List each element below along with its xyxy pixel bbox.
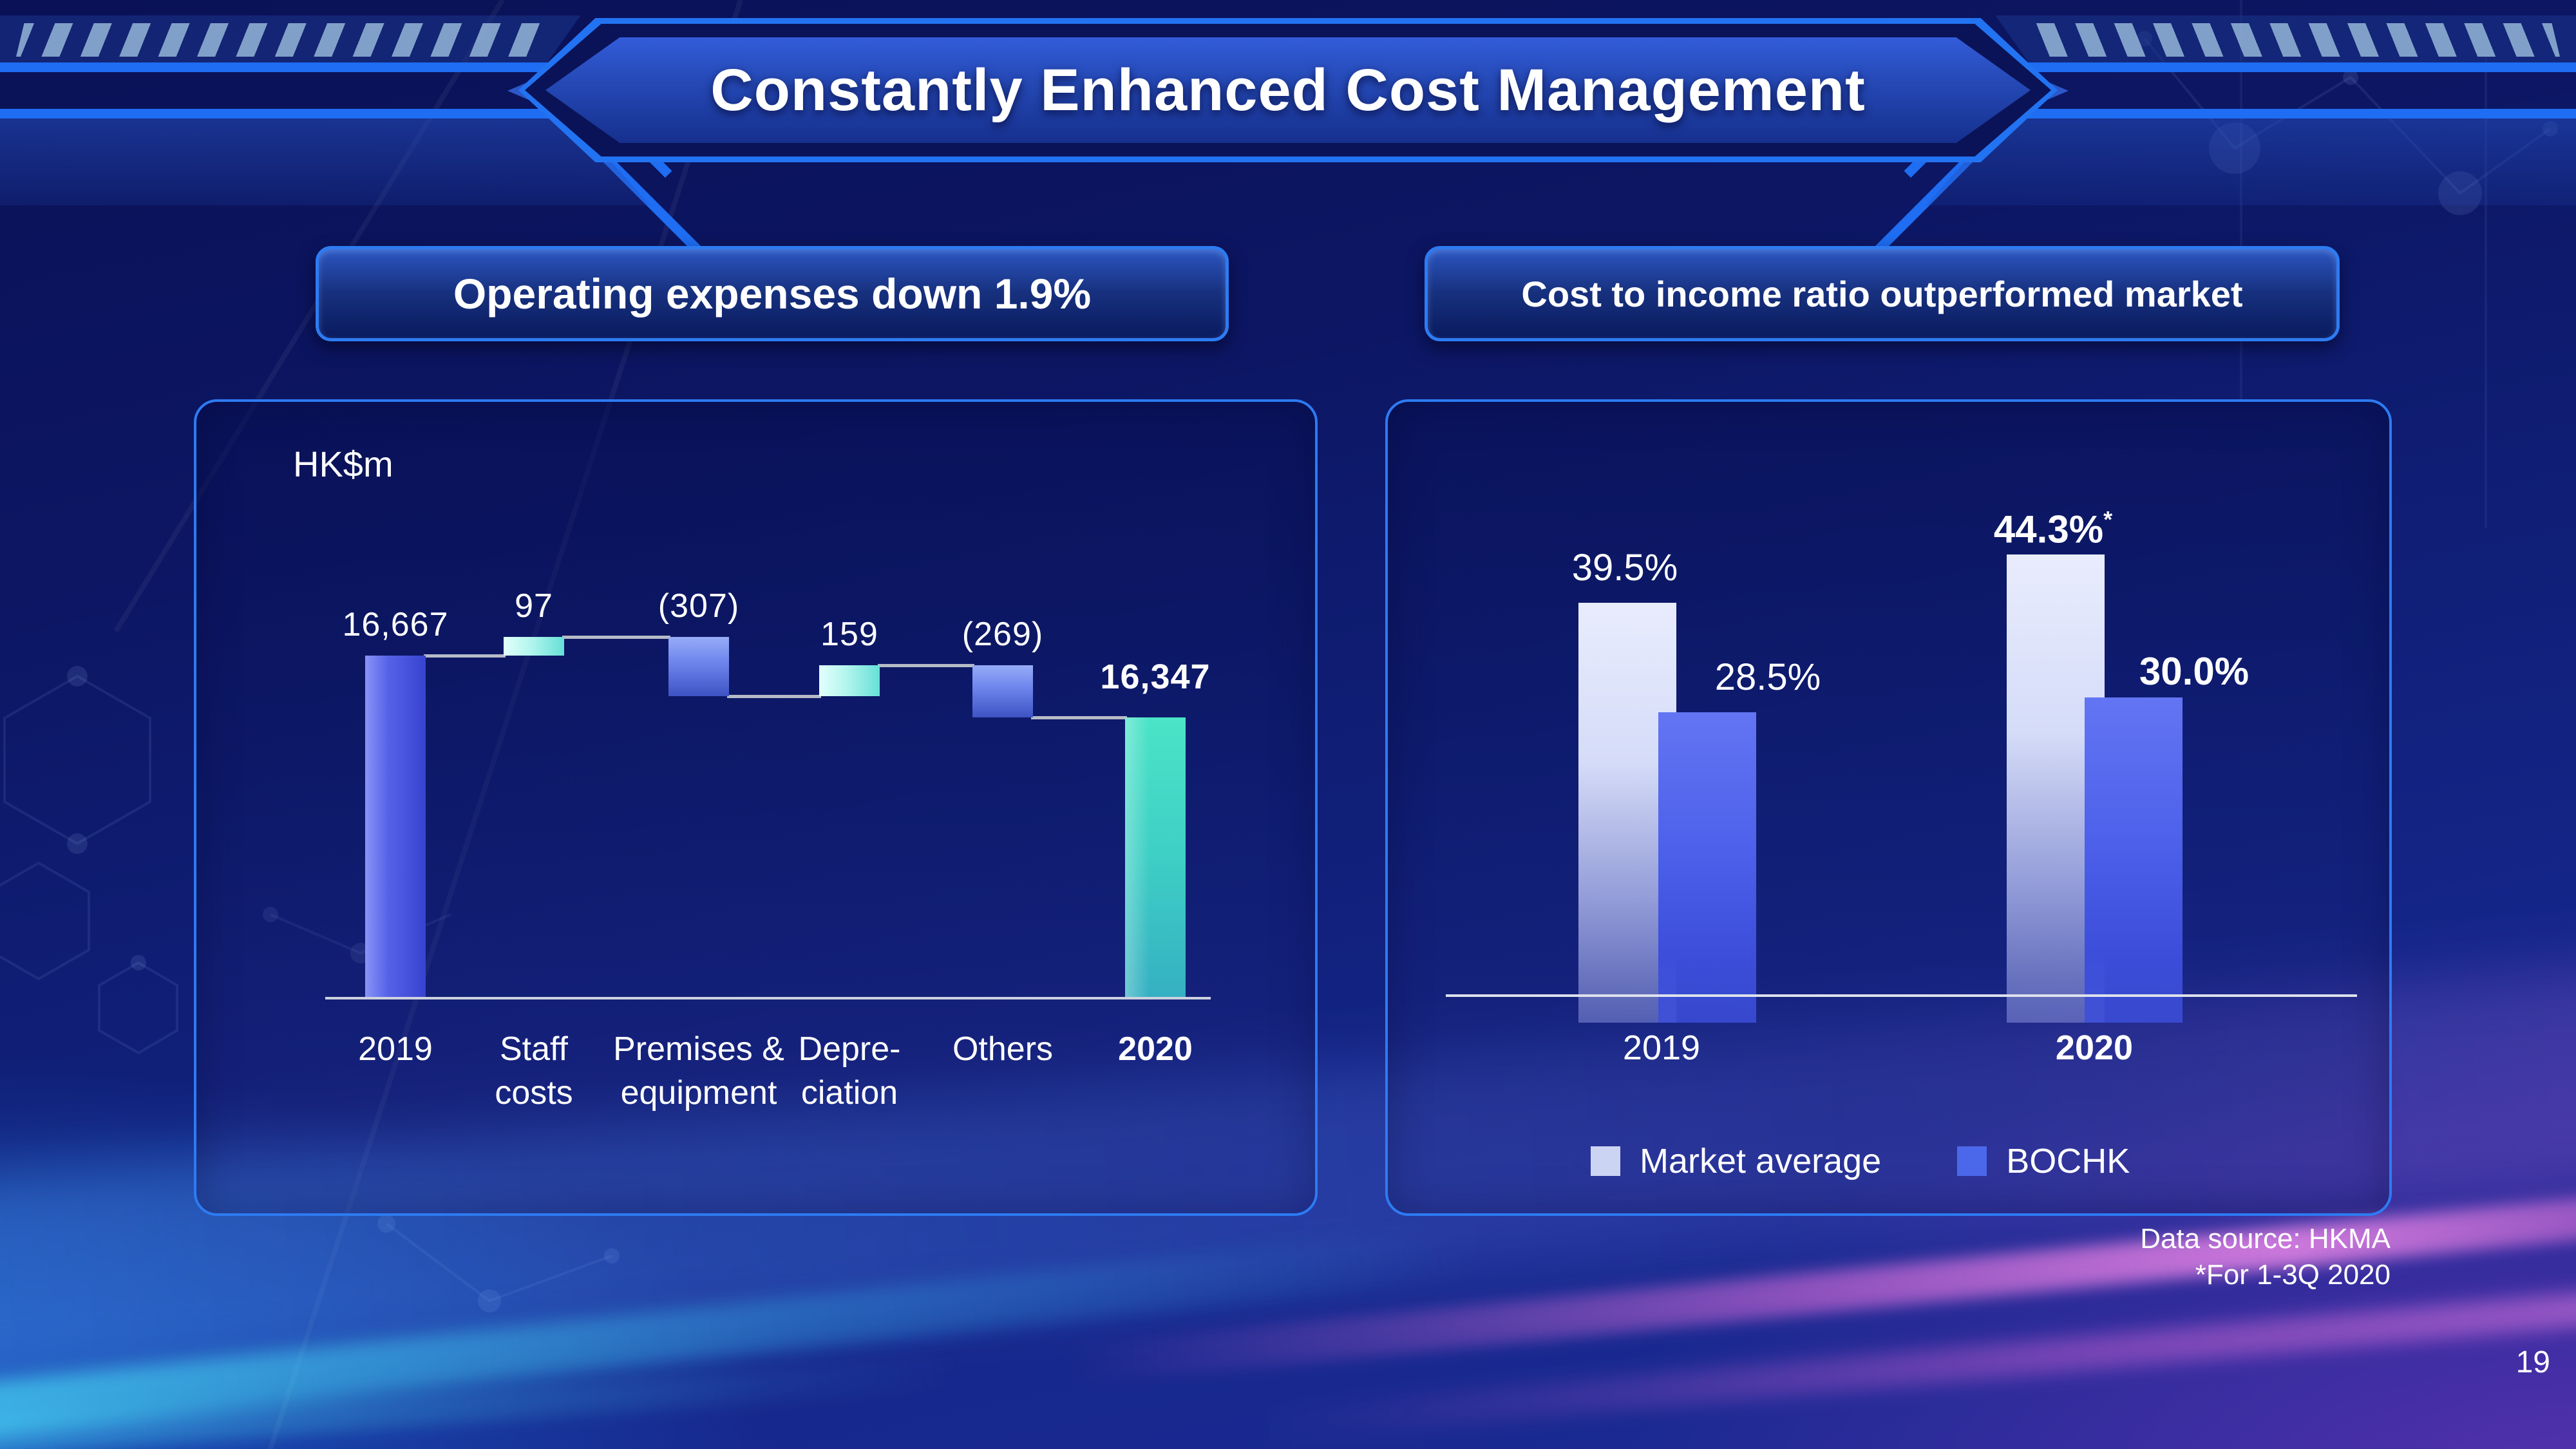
aurora-cyan-streak [0,1226,1467,1441]
unit-label: HK$m [293,444,393,484]
legend-label-market-average: Market average [1640,1142,1882,1180]
left-chart-header: Operating expenses down 1.9% [316,246,1229,341]
accent-line [2006,109,2576,118]
hatch-band [0,15,581,66]
slide-title: Constantly Enhanced Cost Management [710,57,1866,123]
hatch-stripes [2022,23,2560,57]
left-chart-x-axis [325,997,1211,999]
legend-item-market-average: Market average [1591,1141,1881,1181]
aurora-pink-streak2 [1256,1284,2576,1443]
accent-line [2006,62,2576,72]
legend-item-bochk: BOCHK [1957,1141,2130,1181]
page-number: 19 [2515,1345,2550,1379]
footnote: Data source: HKMA *For 1-3Q 2020 [1674,1221,2391,1294]
market-average-swatch-icon [1591,1146,1620,1176]
title-banner-fill [545,37,2031,143]
right-chart-header: Cost to income ratio outperformed market [1425,246,2340,341]
legend: Market average BOCHK [1591,1141,2130,1181]
accent-line [0,109,570,118]
left-chart-panel [194,399,1318,1216]
right-chart-panel [1385,399,2392,1216]
title-banner: Constantly Enhanced Cost Management [518,18,2058,162]
accent-line [0,62,570,72]
right-chart-x-axis [1446,994,2357,997]
footnote-asterisk: *For 1-3Q 2020 [2195,1259,2391,1291]
left-chart-header-label: Operating expenses down 1.9% [453,270,1092,317]
hatch-stripes [16,23,554,57]
hatch-band [1984,15,2576,66]
right-chart-header-label: Cost to income ratio outperformed market [1521,273,2243,314]
footnote-data-source: Data source: HKMA [2140,1223,2391,1255]
bochk-swatch-icon [1957,1146,1987,1176]
aurora-cyan-streak2 [0,1345,1075,1449]
legend-label-bochk: BOCHK [2006,1142,2130,1180]
